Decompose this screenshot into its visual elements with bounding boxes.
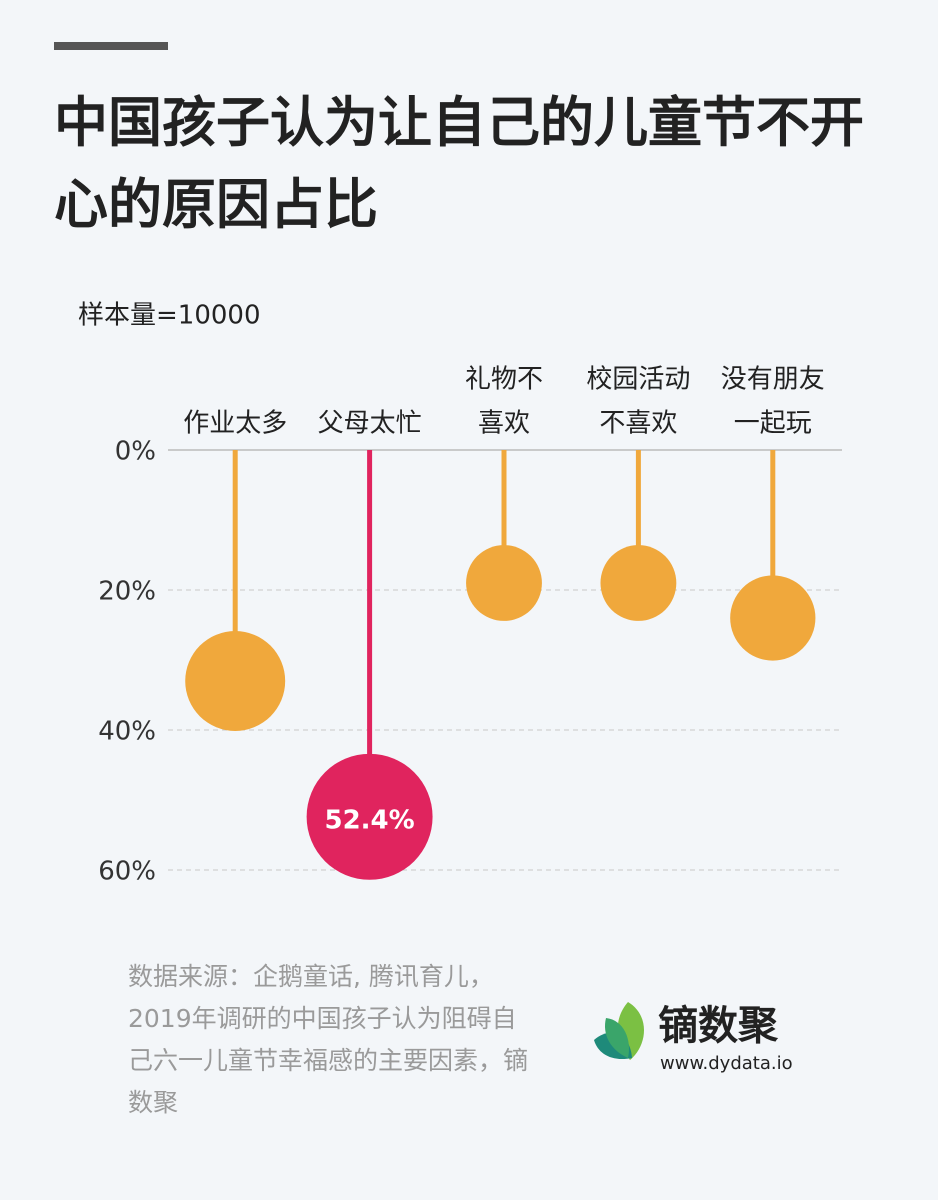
x-tick-label: 校园活动 [586,365,690,395]
x-tick-label: 喜欢 [478,409,530,439]
dot [466,545,542,621]
y-tick-label: 40% [98,717,156,747]
top-bar [54,42,168,50]
dot [600,545,677,621]
y-tick-label: 60% [98,857,156,887]
x-tick-label: 父母太忙 [318,409,422,439]
dot [185,631,286,731]
source-note: 数据来源：企鹅童话, 腾讯育儿，2019年调研的中国孩子认为阻碍自己六一儿童节幸… [128,962,529,1117]
brand: 镝数聚 [658,1003,779,1049]
dot [306,753,433,880]
x-tick-label: 作业太多 [183,409,287,439]
chart-title: 中国孩子认为让自己的儿童节不开心的原因占比 [54,91,864,236]
y-tick-label: 0% [115,437,156,467]
x-tick-label: 一起玩 [734,409,812,439]
y-tick-label: 20% [98,577,156,607]
subtitle: 样本量=10000 [78,301,261,331]
x-tick-label: 没有朋友 [721,365,825,395]
brand-url: www.dydata.io [660,1053,793,1074]
logo [594,1002,644,1060]
dot [730,575,816,661]
x-tick-label: 不喜欢 [599,409,677,439]
value-label: 52.4% [324,805,414,835]
x-tick-label: 礼物不 [465,365,543,395]
